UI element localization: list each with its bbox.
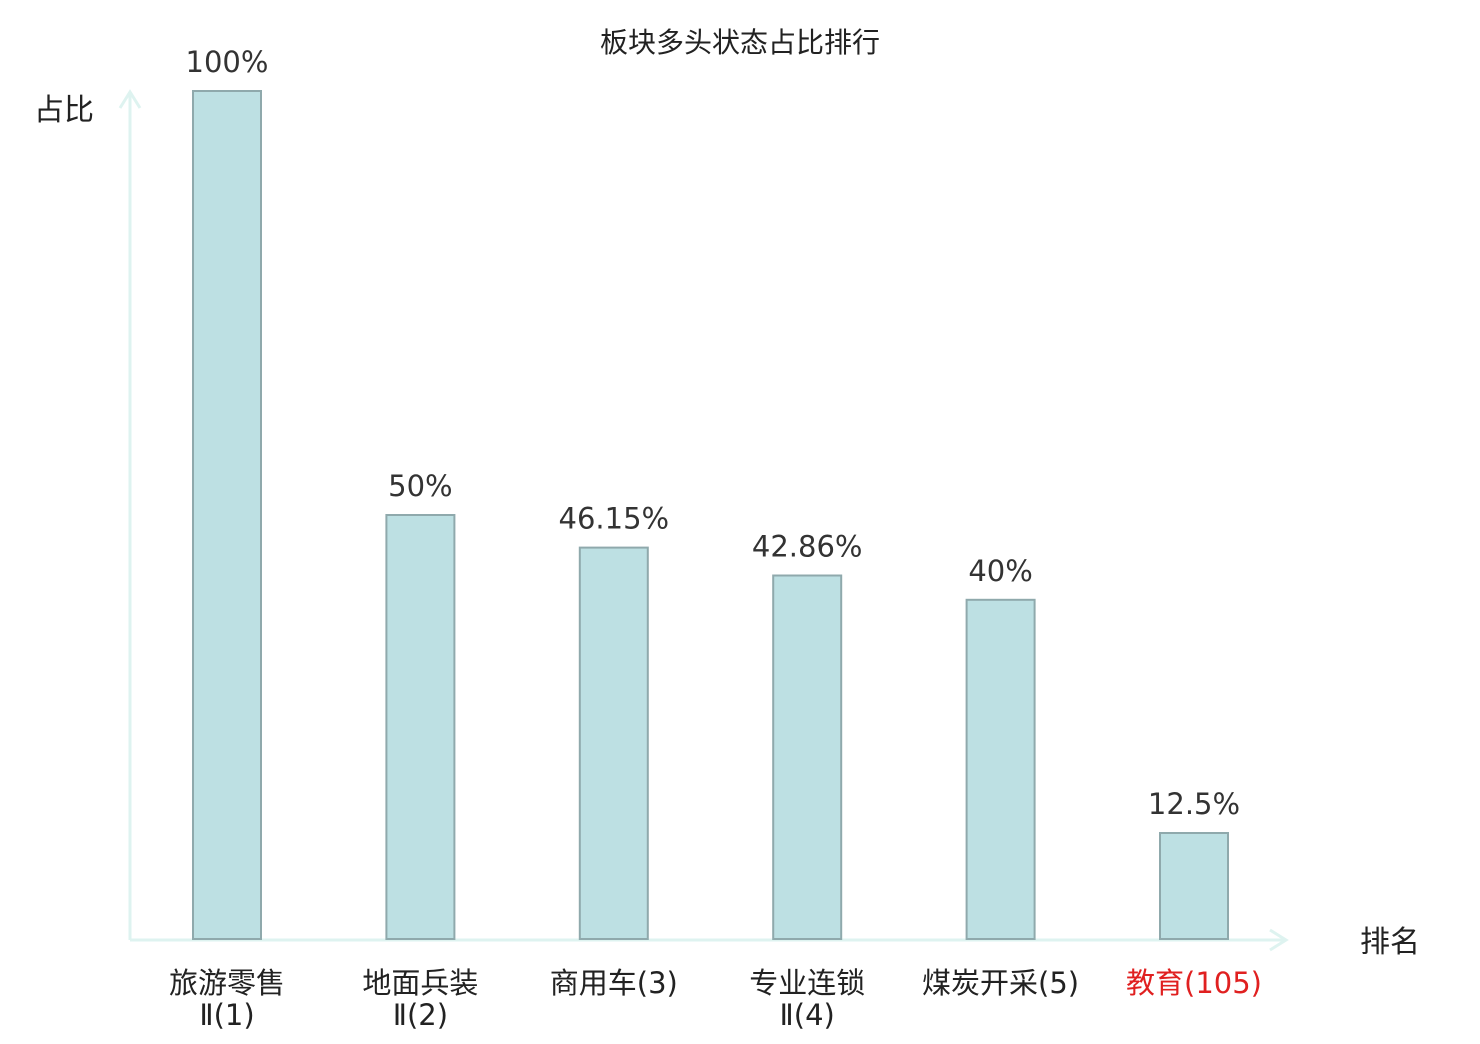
bars-group (192, 90, 1229, 940)
axes (118, 89, 1289, 952)
value-label-2: 50% (388, 469, 452, 503)
category-label-3: 商用车(3) (550, 966, 678, 1000)
y-axis-arrow (118, 89, 142, 109)
category-label-6: 教育(105) (1126, 966, 1262, 1000)
bar-4 (772, 574, 843, 940)
x-axis-arrow (1269, 928, 1289, 952)
value-labels-group: 100% 50% 46.15% 42.86% 40% 12.5% (186, 45, 1241, 821)
chart-title: 板块多头状态占比排行 (600, 26, 880, 59)
value-label-5: 40% (968, 554, 1032, 588)
bar-6 (1159, 832, 1229, 940)
category-label-1: 旅游零售 (169, 966, 285, 1000)
y-axis-label: 占比 (34, 93, 94, 128)
value-label-1: 100% (186, 45, 269, 79)
bar-3 (578, 546, 649, 940)
bar-5 (965, 598, 1036, 940)
value-label-4: 42.86% (752, 530, 863, 564)
category-label-line2-1: Ⅱ(1) (199, 998, 254, 1032)
category-label-2: 地面兵装 (362, 966, 478, 1000)
bar-1 (192, 90, 262, 940)
bar-2 (385, 514, 456, 940)
x-axis-label: 排名 (1360, 925, 1420, 960)
category-label-5: 煤炭开采(5) (922, 966, 1079, 1000)
category-label-line2-4: Ⅱ(4) (780, 998, 835, 1032)
value-label-6: 12.5% (1148, 787, 1240, 821)
category-label-line2-2: Ⅱ(2) (393, 998, 448, 1032)
value-label-3: 46.15% (559, 502, 670, 536)
category-label-4: 专业连锁 (749, 966, 865, 1000)
